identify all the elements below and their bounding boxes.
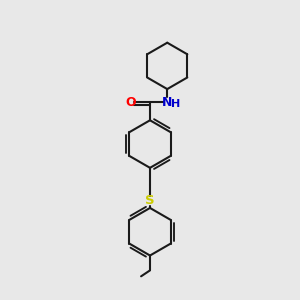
Text: N: N xyxy=(162,96,172,109)
Text: S: S xyxy=(145,194,155,207)
Text: O: O xyxy=(125,96,136,109)
Text: H: H xyxy=(171,99,180,109)
